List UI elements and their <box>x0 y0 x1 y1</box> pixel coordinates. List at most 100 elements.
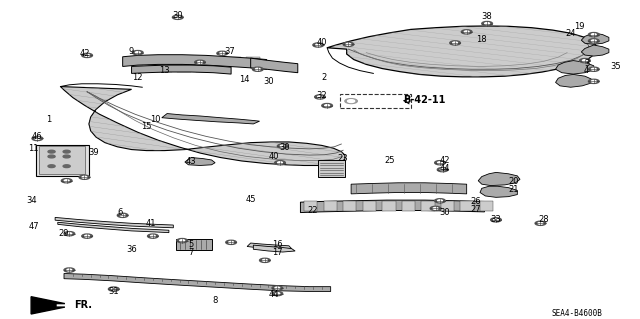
Text: 26: 26 <box>470 197 481 206</box>
Circle shape <box>35 137 40 139</box>
Text: 6: 6 <box>117 208 123 218</box>
Text: B-42-11: B-42-11 <box>404 95 446 105</box>
Text: 35: 35 <box>610 62 620 71</box>
Circle shape <box>48 150 55 153</box>
Polygon shape <box>64 273 331 292</box>
Circle shape <box>440 169 445 171</box>
Polygon shape <box>60 86 345 166</box>
FancyBboxPatch shape <box>340 94 411 108</box>
Circle shape <box>315 95 325 99</box>
Text: 16: 16 <box>272 240 283 249</box>
Bar <box>460 202 474 211</box>
Circle shape <box>322 103 332 108</box>
Circle shape <box>272 286 283 290</box>
Circle shape <box>111 288 116 290</box>
Circle shape <box>588 79 599 84</box>
Bar <box>480 202 493 211</box>
Polygon shape <box>480 186 517 197</box>
Circle shape <box>317 96 323 98</box>
Bar <box>216 67 230 72</box>
Circle shape <box>255 68 260 70</box>
Text: 17: 17 <box>272 248 283 256</box>
Text: 46: 46 <box>32 132 43 141</box>
Circle shape <box>48 165 55 167</box>
Circle shape <box>482 21 492 26</box>
Text: 42: 42 <box>439 157 450 166</box>
Circle shape <box>346 43 351 45</box>
Bar <box>196 67 211 72</box>
Circle shape <box>433 207 438 209</box>
Text: 40: 40 <box>269 152 279 161</box>
Polygon shape <box>556 61 594 74</box>
Circle shape <box>588 33 599 37</box>
Text: 30: 30 <box>263 77 274 86</box>
Text: 2: 2 <box>322 73 327 82</box>
Circle shape <box>150 235 156 237</box>
Text: 47: 47 <box>28 222 39 231</box>
Text: 11: 11 <box>29 144 39 153</box>
Text: 15: 15 <box>141 122 152 131</box>
Bar <box>382 202 396 211</box>
Bar <box>39 146 85 174</box>
Text: 12: 12 <box>132 73 143 82</box>
Polygon shape <box>351 183 467 194</box>
Text: 3: 3 <box>584 58 589 68</box>
Text: 18: 18 <box>476 35 487 44</box>
Circle shape <box>226 240 236 244</box>
Circle shape <box>262 259 268 261</box>
Circle shape <box>63 150 70 153</box>
Text: 25: 25 <box>384 157 395 166</box>
Text: 44: 44 <box>439 164 450 173</box>
Text: 42: 42 <box>79 49 90 58</box>
Circle shape <box>580 58 590 63</box>
Text: 44: 44 <box>269 291 279 300</box>
Polygon shape <box>300 200 484 212</box>
Circle shape <box>437 167 448 172</box>
Circle shape <box>84 55 90 56</box>
Polygon shape <box>581 45 609 56</box>
Circle shape <box>464 31 469 33</box>
Polygon shape <box>478 172 520 186</box>
Text: 24: 24 <box>565 29 576 38</box>
Text: 27: 27 <box>470 205 481 214</box>
Circle shape <box>228 241 234 243</box>
Circle shape <box>452 42 458 44</box>
Circle shape <box>275 161 285 165</box>
Circle shape <box>588 67 599 71</box>
Circle shape <box>260 258 270 263</box>
Circle shape <box>277 144 288 148</box>
Circle shape <box>348 100 355 102</box>
Polygon shape <box>253 245 295 252</box>
Text: FR.: FR. <box>74 300 92 310</box>
Text: 7: 7 <box>188 248 194 257</box>
Text: SEA4-B4600B: SEA4-B4600B <box>551 309 602 318</box>
Circle shape <box>177 239 188 243</box>
Circle shape <box>591 80 596 82</box>
Bar <box>176 239 212 250</box>
Circle shape <box>493 219 499 221</box>
Polygon shape <box>556 74 591 87</box>
Bar <box>324 202 337 211</box>
Text: 36: 36 <box>126 245 137 255</box>
Circle shape <box>217 51 228 56</box>
Text: 14: 14 <box>239 75 250 84</box>
Circle shape <box>438 162 442 164</box>
Circle shape <box>132 50 143 55</box>
Circle shape <box>535 221 546 226</box>
Polygon shape <box>55 218 173 228</box>
Circle shape <box>582 60 588 62</box>
Text: 37: 37 <box>224 47 235 56</box>
Circle shape <box>588 39 599 43</box>
Text: 29: 29 <box>59 229 69 238</box>
Circle shape <box>591 34 596 35</box>
Circle shape <box>63 155 70 158</box>
Circle shape <box>280 145 285 147</box>
Circle shape <box>220 52 225 54</box>
Circle shape <box>82 234 92 238</box>
Text: 31: 31 <box>108 287 119 296</box>
Text: 13: 13 <box>159 66 170 75</box>
Circle shape <box>82 176 87 178</box>
Circle shape <box>591 68 596 70</box>
Text: 38: 38 <box>482 12 493 21</box>
Bar <box>343 202 356 211</box>
